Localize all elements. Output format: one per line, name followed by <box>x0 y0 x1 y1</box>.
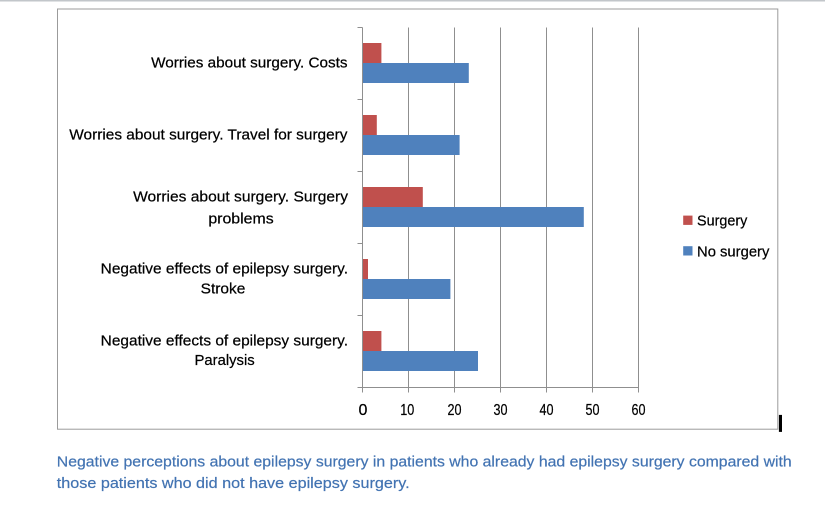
svg-text:Worries about surgery. Costs: Worries about surgery. Costs <box>151 55 347 71</box>
svg-text:20: 20 <box>448 402 462 419</box>
svg-text:Negative effects of epilepsy s: Negative effects of epilepsy surgery. <box>101 334 348 350</box>
svg-text:Worries about surgery. Travel: Worries about surgery. Travel for surger… <box>69 127 348 143</box>
svg-text:10: 10 <box>400 402 414 419</box>
svg-text:problems: problems <box>208 211 273 227</box>
svg-text:0: 0 <box>359 402 368 419</box>
svg-text:60: 60 <box>632 402 646 419</box>
svg-text:30: 30 <box>494 402 508 419</box>
svg-text:those patients who did not hav: those patients who did not have epilepsy… <box>57 476 410 492</box>
svg-text:No surgery: No surgery <box>697 244 770 260</box>
svg-text:Negative effects of epilepsy s: Negative effects of epilepsy surgery. <box>101 262 348 278</box>
svg-text:Stroke: Stroke <box>201 281 246 297</box>
svg-text:Negative perceptions about epi: Negative perceptions about epilepsy surg… <box>57 454 792 470</box>
svg-text:Surgery: Surgery <box>697 214 748 230</box>
svg-text:Paralysis: Paralysis <box>195 353 255 369</box>
svg-text:40: 40 <box>540 402 554 419</box>
svg-text:Worries about surgery. Surgery: Worries about surgery. Surgery <box>133 190 349 206</box>
svg-text:50: 50 <box>586 402 600 419</box>
